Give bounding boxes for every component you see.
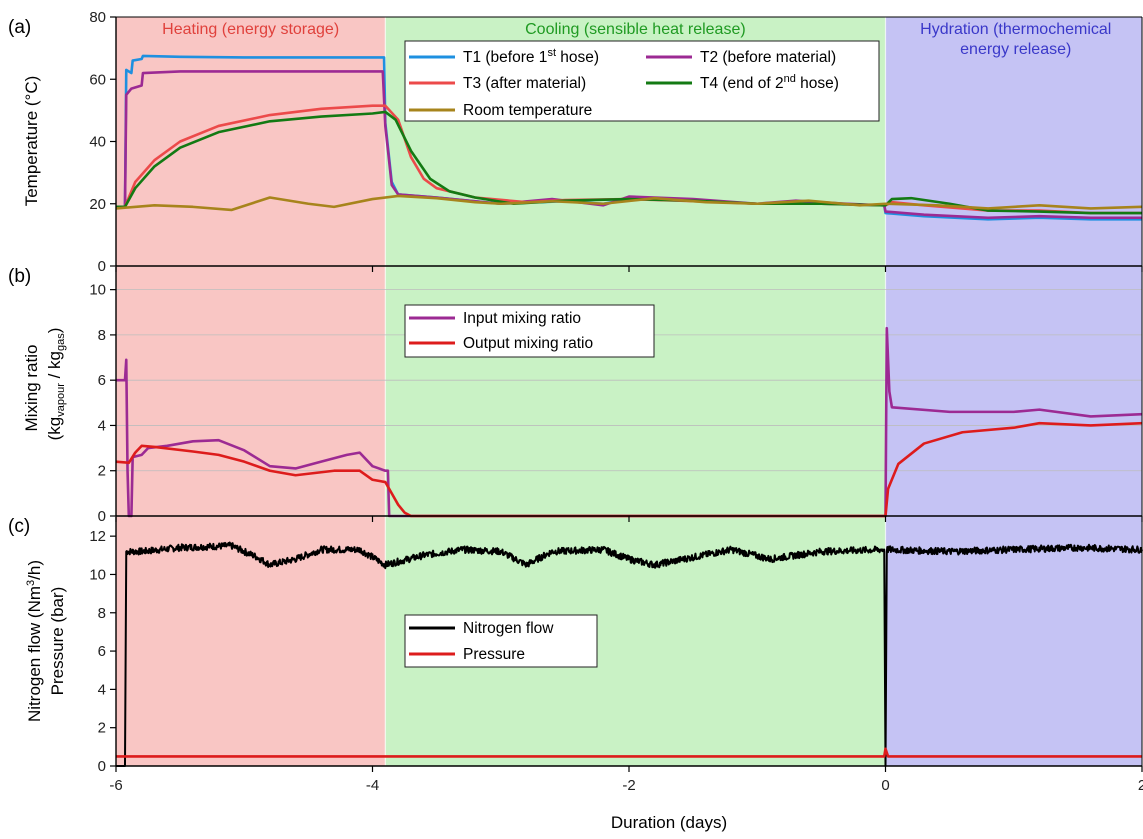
y-axis-title-b-line-2: (kgvapour / kggas)	[45, 328, 67, 441]
phase-label-cooling: Cooling (sensible heat release)	[525, 21, 746, 38]
panel-letter-1: (b)	[8, 266, 31, 287]
ylabel-c-part-2: /h)	[25, 560, 44, 580]
a-legend-label-4: Room temperature	[463, 102, 592, 119]
a-legend-label-0: T1 (before 1st hose)	[463, 47, 599, 66]
series-line-1-1	[115, 421, 1143, 518]
b-legend-label-1: Output mixing ratio	[463, 335, 593, 352]
c-legend-box	[404, 614, 598, 668]
axes	[110, 16, 1143, 772]
y-tick-label-1-2: 4	[98, 417, 106, 434]
a-legend-label-0-b: hose)	[556, 49, 599, 66]
x-tick-label-2: -2	[622, 777, 635, 794]
a-legend-label-3: T4 (end of 2nd hose)	[700, 73, 839, 92]
panel-letter-0: (a)	[8, 17, 31, 38]
y-axis-title-b-line-1: Mixing ratio	[22, 345, 41, 432]
phase-label-hydration-line-1: Hydration (thermochemical	[920, 21, 1111, 38]
a-legend-label-3-sup: nd	[784, 73, 796, 85]
x-tick-label-4: 2	[1138, 777, 1143, 794]
series-line-2-0	[115, 541, 1143, 767]
y-tick-label-1-4: 8	[98, 327, 106, 344]
phase-backgrounds	[116, 17, 1142, 766]
y-tick-label-2-0: 0	[98, 758, 106, 775]
y-axis-title-c-line-1: Nitrogen flow (Nm3/h)	[25, 560, 44, 722]
series-line-0-4	[115, 194, 1143, 212]
ylabel-b-sub-gas: gas	[55, 333, 67, 351]
legends: T1 (before 1st hose) T2 (before material)…	[404, 40, 880, 668]
y-tick-label-2-6: 12	[89, 528, 106, 545]
phase-label-hydration-line-2: energy release)	[960, 41, 1071, 58]
y-tick-label-1-0: 0	[98, 508, 106, 525]
y-tick-label-0-4: 80	[89, 9, 106, 26]
ylabel-b-part-1: (kg	[45, 417, 64, 441]
series-line-2-1	[116, 747, 1142, 758]
ylabel-b-part-3: )	[45, 328, 64, 334]
series-line-1-0	[116, 326, 1143, 518]
x-tick-label-1: -4	[366, 777, 379, 794]
ylabel-b-sub-vapour: vapour	[55, 383, 67, 417]
a-legend-box	[404, 40, 880, 122]
ylabel-c-sup-3: 3	[25, 580, 37, 586]
panel-letter-2: (c)	[8, 516, 30, 537]
x-tick-label-0: -6	[109, 777, 122, 794]
a-legend-label-3-b: hose)	[796, 75, 839, 92]
a-legend-label-1: T2 (before material)	[700, 49, 836, 66]
series-lines	[115, 54, 1143, 767]
a-legend-label-3-a: T4 (end of 2	[700, 75, 784, 92]
a-legend-label-0-sup: st	[547, 47, 556, 59]
y-tick-label-2-5: 10	[89, 566, 106, 583]
phase-label-heating: Heating (energy storage)	[162, 21, 339, 38]
y-tick-label-0-1: 20	[89, 196, 106, 213]
ylabel-b-part-2: / kg	[45, 351, 64, 383]
c-legend-label-0: Nitrogen flow	[463, 620, 554, 637]
y-axis-title-c-line-2: Pressure (bar)	[48, 587, 67, 696]
b-legend-label-0: Input mixing ratio	[463, 310, 581, 327]
c-legend-label-1: Pressure	[463, 646, 525, 663]
y-tick-label-1-5: 10	[89, 282, 106, 299]
phase-band-3	[885, 17, 1142, 766]
y-axis-title-a: Temperature (°C)	[22, 76, 41, 207]
x-axis-title: Duration (days)	[611, 813, 727, 832]
y-tick-label-0-3: 60	[89, 71, 106, 88]
chart-text: Heating (energy storage) Cooling (sensibl…	[8, 9, 1143, 832]
b-legend-box	[404, 304, 655, 358]
y-tick-label-1-3: 6	[98, 372, 106, 389]
y-tick-label-2-4: 8	[98, 605, 106, 622]
y-tick-label-0-0: 0	[98, 258, 106, 275]
x-tick-label-3: 0	[881, 777, 889, 794]
a-legend-label-2: T3 (after material)	[463, 75, 586, 92]
y-tick-label-1-1: 2	[98, 463, 106, 480]
series-line-0-3	[116, 110, 1142, 215]
a-legend-label-0-a: T1 (before 1	[463, 49, 547, 66]
y-tick-label-2-2: 4	[98, 681, 106, 698]
y-tick-label-0-2: 40	[89, 134, 106, 151]
phase-band-1	[116, 17, 386, 766]
y-tick-label-2-1: 2	[98, 720, 106, 737]
ylabel-c-part-1: Nitrogen flow (Nm	[25, 586, 44, 722]
y-tick-label-2-3: 6	[98, 643, 106, 660]
